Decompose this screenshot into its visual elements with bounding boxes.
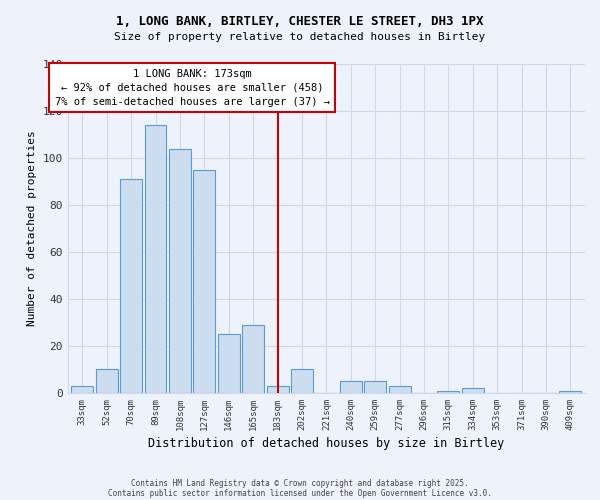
Text: Size of property relative to detached houses in Birtley: Size of property relative to detached ho… (115, 32, 485, 42)
Bar (266, 386, 289, 393)
Text: Contains public sector information licensed under the Open Government Licence v3: Contains public sector information licen… (108, 488, 492, 498)
Bar (389, 386, 410, 393)
Bar (71, 386, 93, 393)
Bar (120, 179, 142, 393)
Bar (364, 381, 386, 393)
Text: Contains HM Land Registry data © Crown copyright and database right 2025.: Contains HM Land Registry data © Crown c… (131, 478, 469, 488)
Bar (291, 370, 313, 393)
Y-axis label: Number of detached properties: Number of detached properties (27, 130, 37, 326)
X-axis label: Distribution of detached houses by size in Birtley: Distribution of detached houses by size … (148, 437, 505, 450)
Bar (242, 325, 264, 393)
Text: 1, LONG BANK, BIRTLEY, CHESTER LE STREET, DH3 1PX: 1, LONG BANK, BIRTLEY, CHESTER LE STREET… (116, 15, 484, 28)
Bar (437, 390, 460, 393)
Bar (193, 170, 215, 393)
Text: 1 LONG BANK: 173sqm
← 92% of detached houses are smaller (458)
7% of semi-detach: 1 LONG BANK: 173sqm ← 92% of detached ho… (55, 68, 329, 106)
Bar (218, 334, 240, 393)
Bar (169, 148, 191, 393)
Bar (96, 370, 118, 393)
Bar (559, 390, 581, 393)
Bar (145, 125, 166, 393)
Bar (462, 388, 484, 393)
Bar (340, 381, 362, 393)
